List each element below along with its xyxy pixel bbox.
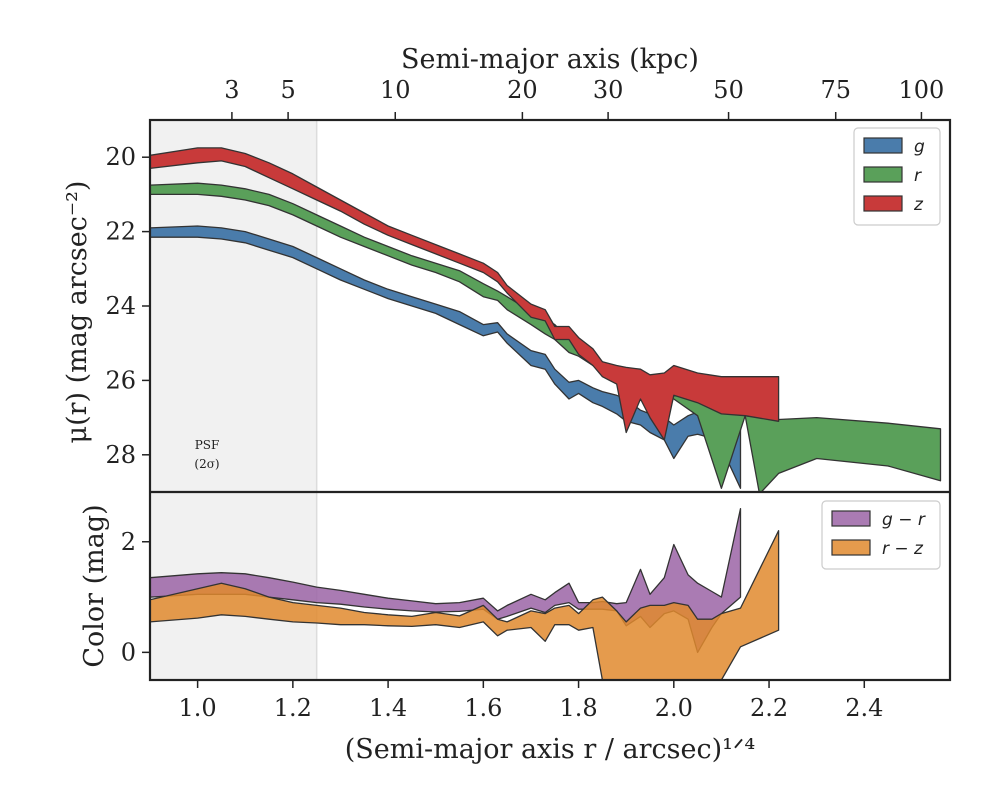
legend-label-g-minus-r: g − r [882,510,926,530]
legend-label-r-minus-z: r − z [882,539,924,559]
color-panel: 02 1.0 1.2 1.4 1.6 1.8 2.0 2.2 2.4 (Semi-major … [79,492,941,765]
x-axis-title: (Semi-major axis r / arcsec)¹ᐟ⁴ [345,734,755,765]
top-tick-label: 20 [507,76,538,104]
x-axis-ticks: 1.0 1.2 1.4 1.6 1.8 2.0 2.2 2.4 [179,680,883,722]
legend-color: g − r r − z [821,500,941,570]
top-tick-label: 30 [593,76,624,104]
y-tick-label: 22 [105,218,136,246]
top-tick-label: 75 [820,76,851,104]
top-tick-label: 5 [280,76,295,104]
y-tick-label: 26 [105,366,136,394]
y-tick-label: 24 [105,292,136,320]
band-g-minus-r [150,507,742,654]
band-r [150,182,942,492]
top-axis-title: Semi-major axis (kpc) [401,44,699,75]
x-tick-label: 1.4 [369,694,407,722]
x-tick-label: 2.0 [655,694,693,722]
legend-surface-brightness: grz [853,127,941,226]
top-tick-label: 50 [713,76,744,104]
legend-swatch-g-minus-r [831,510,871,527]
legend-label-g: g [914,137,925,157]
y-tick-label: 28 [105,441,136,469]
psf-sigma-label: (2σ) [194,457,219,471]
legend-swatch-r-minus-z [831,539,871,556]
y-tick-label: 0 [121,638,136,666]
y-tick-label: 2 [121,528,136,556]
psf-annotation: PSF (2σ) [194,438,219,471]
top-tick-label: 100 [899,76,945,104]
color-series [150,507,780,680]
x-tick-label: 2.2 [750,694,788,722]
surface-brightness-series [150,147,942,492]
band-r-minus-z [150,530,780,680]
top-tick-label: 3 [224,76,239,104]
axes-frame [148,118,952,682]
x-tick-label: 2.4 [845,694,883,722]
x-tick-label: 1.8 [559,694,597,722]
legend-swatch-z [863,195,903,212]
y-axis-title-surface-brightness: μ(r) (mag arcsec⁻²) [62,181,93,444]
legend-swatch-r [863,166,903,183]
y-axis-title-color: Color (mag) [79,504,110,667]
legend-swatch-g [863,137,903,154]
x-tick-label: 1.2 [274,694,312,722]
band-z [150,147,780,441]
legend-label-z: z [913,195,924,215]
x-tick-label: 1.0 [179,694,217,722]
legend-label-r: r [914,166,922,186]
psf-label: PSF [195,438,220,452]
top-tick-label: 10 [380,76,411,104]
top-axis-ticks-kpc: 3 5 10 20 30 50 75 100 [224,76,944,120]
x-tick-label: 1.6 [464,694,502,722]
band-g [150,225,742,489]
y-axis-ticks-surface-brightness: 20 22 24 26 28 [105,143,150,469]
surface-brightness-panel: 20 22 24 26 28 3 5 10 20 30 50 75 100 Semi-major ax… [62,44,944,492]
y-tick-label: 20 [105,143,136,171]
y-axis-ticks-color: 02 [121,528,150,666]
